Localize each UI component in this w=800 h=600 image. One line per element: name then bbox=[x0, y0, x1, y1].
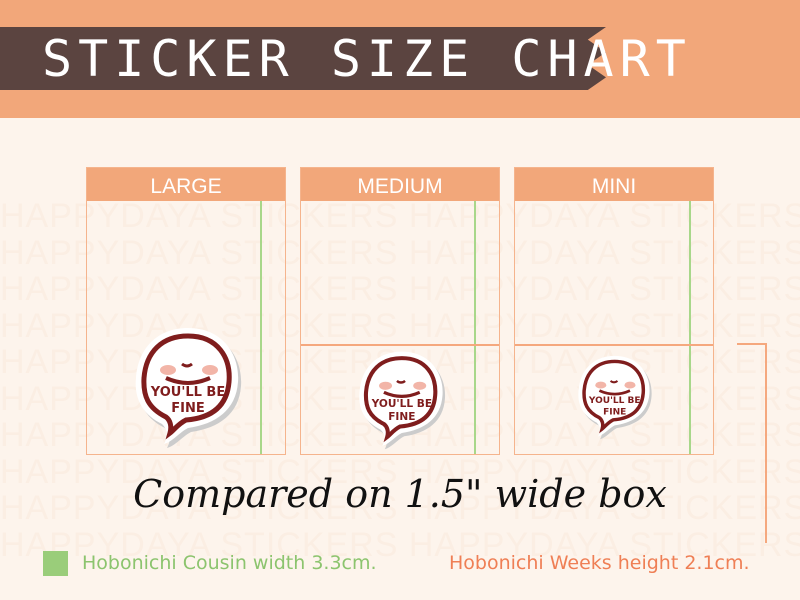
sticker-text-2: FINE bbox=[388, 411, 415, 423]
cousin-width-line bbox=[260, 201, 262, 454]
title-banner bbox=[0, 27, 606, 90]
watermark-row: HAPPYDAYA STICKERS HAPPYDAYA STICKERS HA… bbox=[0, 233, 800, 272]
size-box-medium: MEDIUM bbox=[300, 167, 500, 455]
size-label-mini: MINI bbox=[515, 168, 713, 201]
size-label-medium: MEDIUM bbox=[301, 168, 499, 201]
weeks-bracket-side bbox=[765, 343, 767, 543]
green-legend-label: Hobonichi Cousin width 3.3cm. bbox=[82, 552, 377, 574]
sticker-large: YOU'LL BE FINE bbox=[135, 328, 242, 448]
orange-legend-label: Hobonichi Weeks height 2.1cm. bbox=[449, 552, 750, 574]
page-title: STICKER SIZE CHART bbox=[42, 30, 692, 88]
watermark-row: HAPPYDAYA STICKERS HAPPYDAYA STICKERS HA… bbox=[0, 525, 800, 563]
sticker-text-1: YOU'LL BE bbox=[371, 398, 432, 410]
size-box-large: LARGE bbox=[86, 167, 286, 455]
cousin-width-line bbox=[474, 201, 476, 454]
sticker-text-2: FINE bbox=[171, 401, 204, 416]
size-box-mini: MINI bbox=[514, 167, 714, 455]
watermark-row: HAPPYDAYA STICKERS HAPPYDAYA STICKERS HA… bbox=[0, 306, 800, 345]
sticker-mini: YOU'LL BE FINE bbox=[578, 355, 652, 440]
sticker-text-1: YOU'LL BE bbox=[150, 385, 225, 400]
green-legend-swatch bbox=[43, 551, 68, 576]
watermark-row: HAPPYDAYA STICKERS HAPPYDAYA STICKERS HA… bbox=[0, 452, 800, 491]
weeks-height-line bbox=[515, 344, 713, 346]
watermark-row: HAPPYDAYA STICKERS HAPPYDAYA STICKERS HA… bbox=[0, 198, 800, 235]
watermark-row: HAPPYDAYA STICKERS HAPPYDAYA STICKERS HA… bbox=[0, 489, 800, 527]
size-label-large: LARGE bbox=[87, 168, 285, 201]
sticker-medium: YOU'LL BE FINE bbox=[359, 351, 446, 450]
sticker-text-2: FINE bbox=[603, 407, 626, 417]
sticker-text-1: YOU'LL BE bbox=[588, 396, 641, 406]
watermark-row: HAPPYDAYA STICKERS HAPPYDAYA STICKERS HA… bbox=[0, 270, 800, 308]
weeks-height-line bbox=[301, 344, 499, 346]
cousin-width-line bbox=[689, 201, 691, 454]
weeks-bracket-top bbox=[737, 343, 766, 345]
comparison-caption: Compared on 1.5" wide box bbox=[133, 472, 667, 516]
